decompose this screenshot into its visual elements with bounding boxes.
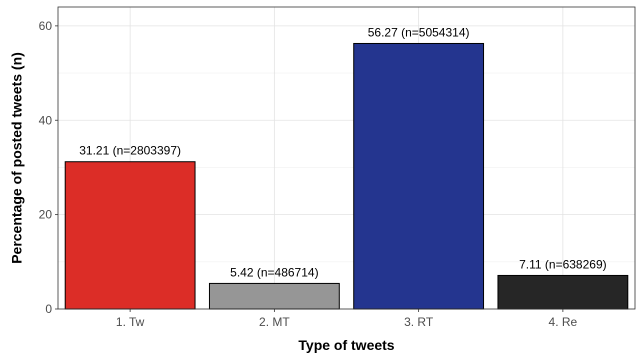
data-label-2: 5.42 (n=486714) [230, 265, 318, 279]
x-axis-title: Type of tweets [298, 337, 394, 353]
data-label-4: 7.11 (n=638269) [519, 257, 607, 271]
x-tick-label: 3. RT [404, 315, 434, 329]
x-tick-label: 2. MT [259, 315, 290, 329]
data-label-1: 31.21 (n=2803397) [79, 144, 181, 158]
bars [64, 42, 629, 310]
plot-panel-border [57, 6, 636, 310]
y-tick-label: 0 [45, 302, 52, 316]
bar-3 [353, 42, 485, 310]
x-axis-ticks: 1. Tw 2. MT 3. RT 4. Re [116, 309, 578, 329]
y-axis-title: Percentage of posted tweets (n) [9, 52, 25, 264]
bar-1 [64, 161, 196, 310]
data-labels: 31.21 (n=2803397) 5.42 (n=486714) 56.27 (n… [79, 25, 606, 279]
data-label-3: 56.27 (n=5054314) [368, 25, 470, 39]
bar-4 [497, 274, 629, 310]
y-tick-label: 20 [39, 208, 53, 222]
x-tick-label: 1. Tw [116, 315, 145, 329]
bar-2 [208, 282, 340, 310]
y-tick-label: 40 [39, 113, 53, 127]
x-tick-label: 4. Re [549, 315, 578, 329]
y-tick-label: 60 [39, 19, 53, 33]
y-axis-ticks: 0 20 40 60 [39, 19, 58, 316]
